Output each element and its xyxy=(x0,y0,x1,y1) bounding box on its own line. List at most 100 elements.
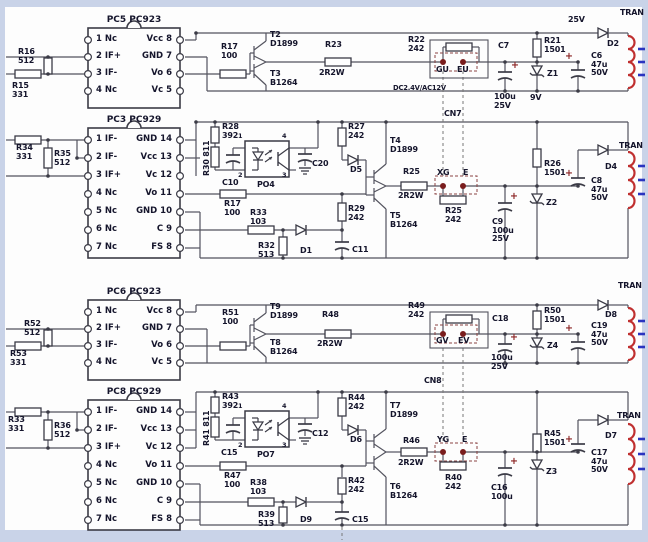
label-r33-left: R33 331 xyxy=(8,415,25,433)
label-r42: R42 242 xyxy=(348,476,365,494)
label-r35: R35 512 xyxy=(54,149,71,167)
label-d2: D2 xyxy=(607,39,619,48)
label-pin-xg: XG xyxy=(437,168,450,177)
ic-3-title: PC6 PC923 xyxy=(106,287,162,297)
label-r45: R45 1501 xyxy=(544,429,566,447)
label-t6: T6 B1264 xyxy=(390,482,418,500)
label-plus-c16: + xyxy=(510,456,518,467)
ic-2-pin-left-5: 5 Nc xyxy=(96,206,118,216)
label-po4-pin1: 1 xyxy=(238,132,243,140)
label-z1-val: 9V xyxy=(530,93,542,102)
ic-1-pin-left-2: 2 IF+ xyxy=(96,51,121,61)
label-r23-val: 2R2W xyxy=(319,68,345,77)
ic-1-pin-left-1: 1 Nc xyxy=(96,34,118,44)
ic-2-pin-right-6: C 9 xyxy=(156,224,172,234)
label-c7-val: 100u 25V xyxy=(494,92,516,110)
label-r39: R39 513 xyxy=(258,510,275,528)
label-c16: C16 100u xyxy=(491,483,513,501)
label-po4-pin3: 3 xyxy=(282,171,287,179)
label-r43: R43 392 xyxy=(222,392,239,410)
ic-1-pin-right-2: GND 7 xyxy=(141,51,172,61)
label-d8: D8 xyxy=(605,310,617,319)
label-r51: R51 100 xyxy=(222,308,239,326)
ic-3-pin-left-3: 3 IF- xyxy=(96,340,118,350)
ic-4-pin-left-5: 5 Nc xyxy=(96,478,118,488)
label-plus-c17: + xyxy=(565,434,573,445)
label-c7: C7 xyxy=(498,41,510,50)
label-r34: R34 331 xyxy=(16,143,33,161)
label-t9: T9 D1899 xyxy=(270,302,298,320)
label-d7: D7 xyxy=(605,431,617,440)
label-c9: C9 100u 25V xyxy=(492,217,514,243)
label-tran-1: TRAN xyxy=(620,8,644,17)
label-r23: R23 xyxy=(325,40,342,49)
label-r16: R16 512 xyxy=(18,47,35,65)
ic-2-pin-left-2: 2 IF- xyxy=(96,152,118,162)
label-po7-pin1: 1 xyxy=(238,402,243,410)
label-pin-yg: YG xyxy=(437,435,449,444)
label-d6: D6 xyxy=(350,435,362,444)
label-plus-c19: + xyxy=(565,323,573,334)
ic-2-pin-right-4: Vo 11 xyxy=(145,188,172,198)
label-pin-ev: EV xyxy=(458,336,470,345)
label-r46-val: 2R2W xyxy=(398,458,424,467)
label-plus-c8: + xyxy=(565,168,573,179)
label-r25b: R25 242 xyxy=(445,206,462,224)
ic-3-pin-right-1: Vcc 8 xyxy=(146,306,172,316)
label-r17-2: R17 100 xyxy=(224,199,241,217)
ic-4-pin-left-1: 1 IF- xyxy=(96,406,118,416)
label-z4: Z4 xyxy=(547,341,558,350)
label-r22: R22 242 xyxy=(408,35,425,53)
label-r53: R53 331 xyxy=(10,349,27,367)
label-r48-val: 2R2W xyxy=(317,339,343,348)
label-t4: T4 D1899 xyxy=(390,136,418,154)
ic-2-pin-left-1: 1 IF- xyxy=(96,134,118,144)
label-t2: T2 D1899 xyxy=(270,30,298,48)
label-pin-e2: E xyxy=(462,435,468,444)
label-plus-c9: + xyxy=(510,191,518,202)
label-r25a: R25 xyxy=(403,167,420,176)
ic-4-pin-right-4: Vo 11 xyxy=(145,460,172,470)
label-z3: Z3 xyxy=(546,467,557,476)
label-r27: R27 242 xyxy=(348,122,365,140)
ic-4-pin-left-4: 4 Nc xyxy=(96,460,118,470)
label-c20: C20 xyxy=(312,159,329,168)
ic-1-pin-left-3: 3 IF- xyxy=(96,68,118,78)
ic-1-pin-right-4: Vc 5 xyxy=(151,85,173,95)
ic-4-pin-right-6: C 9 xyxy=(156,496,172,506)
label-po7-pin2: 2 xyxy=(238,441,243,449)
ic-4-pin-right-7: FS 8 xyxy=(151,514,172,524)
ic-2-pin-left-6: 6 Nc xyxy=(96,224,118,234)
ic-3-pin-right-3: Vo 6 xyxy=(151,340,172,350)
ic-4-pin-right-1: GND 14 xyxy=(136,406,172,416)
label-r32: R32 513 xyxy=(258,241,275,259)
label-po7: PO7 xyxy=(257,450,275,459)
label-pin-eu: EU xyxy=(457,65,469,74)
ic-4-pin-right-5: GND 10 xyxy=(136,478,172,488)
label-po7-pin4: 4 xyxy=(282,402,287,410)
label-r40: R40 242 xyxy=(445,473,462,491)
ic-1-pin-right-3: Vo 6 xyxy=(151,68,172,78)
label-pin-gu: GU xyxy=(436,65,449,74)
label-r21: R21 1501 xyxy=(544,36,566,54)
label-t8: T8 B1264 xyxy=(270,338,298,356)
ic-2-pin-right-5: GND 10 xyxy=(136,206,172,216)
label-c18: C18 xyxy=(492,314,509,323)
label-r41: R41 811 xyxy=(202,410,211,446)
label-cn7: CN7 xyxy=(444,109,462,118)
ic-2-title: PC3 PC929 xyxy=(106,115,162,125)
ic-4-pin-right-3: Vc 12 xyxy=(145,442,172,452)
label-c17: C17 47u 50V xyxy=(591,448,608,474)
label-r36: R36 512 xyxy=(54,421,71,439)
label-r38: R38 103 xyxy=(250,478,267,496)
label-r26: R26 1501 xyxy=(544,159,566,177)
label-d1: D1 xyxy=(300,246,312,255)
label-cn8: CN8 xyxy=(424,376,442,385)
ic-3-pin-right-2: GND 7 xyxy=(141,323,172,333)
ic-2-pin-left-7: 7 Nc xyxy=(96,242,118,252)
ic-2-pin-right-2: Vcc 13 xyxy=(140,152,172,162)
ic-3-pin-left-4: 4 Nc xyxy=(96,357,118,367)
label-plus-c6: + xyxy=(565,51,573,62)
label-c15-b: C15 xyxy=(352,515,369,524)
